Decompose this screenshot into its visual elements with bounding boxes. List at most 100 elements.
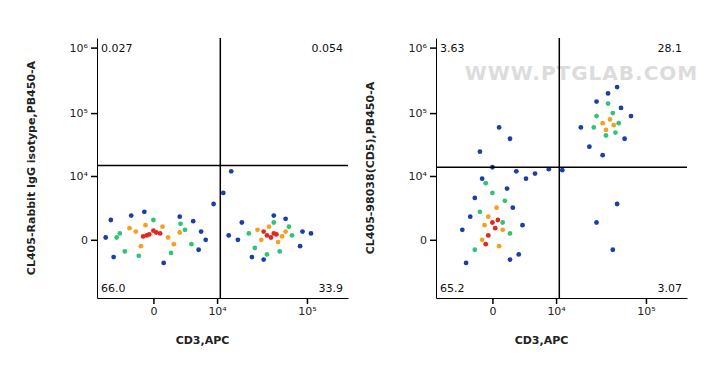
event-point [283,229,288,234]
x-axis-line [98,298,349,299]
event-point [255,227,260,232]
event-point [608,117,613,122]
event-point [594,220,599,225]
event-point [136,253,141,258]
quadrant-percentage: 3.63 [440,42,465,55]
y-axis: 010⁴10⁵10⁶ [70,39,98,299]
event-point [133,229,138,234]
y-tick-label: 10⁶ [409,42,428,55]
x-tick-label: 10⁵ [298,305,316,318]
event-point [261,229,266,234]
event-point [472,196,477,201]
event-point [472,247,477,252]
quadrant-percentage: 3.07 [658,282,683,295]
event-point [629,114,634,119]
event-point [143,223,148,228]
y-tick: 0 [81,234,97,247]
event-point [615,202,620,207]
x-tick: 10⁵ [298,298,316,318]
y-tick-label: 10⁴ [409,170,428,183]
event-point [486,233,491,238]
event-point [183,227,188,232]
x-tick-mark [492,298,494,304]
y-axis-title: CL405-Rabbit IgG isotype,PB450-A [25,60,38,275]
event-point [177,230,182,235]
event-point [265,233,270,238]
event-point [616,121,621,126]
event-point [483,181,488,186]
event-point [524,176,529,181]
quadrant-percentage: 0.054 [312,42,344,55]
y-axis-line [97,39,98,299]
event-point [490,190,495,195]
y-tick-mark [91,240,97,242]
event-point [516,252,521,257]
panel: 0.0270.05466.033.9010⁴10⁵010⁴10⁵10⁶CD3,A… [25,38,349,347]
x-tick: 10⁴ [547,298,566,318]
event-point [464,261,469,266]
event-point [114,235,119,240]
x-tick-mark [556,298,558,304]
event-point [221,190,226,195]
event-point [600,121,605,126]
event-point [280,234,285,239]
event-point [111,255,116,260]
y-tick: 10⁶ [409,42,436,55]
y-tick-label: 10⁵ [70,107,88,120]
event-point [108,218,113,223]
event-point [151,228,156,233]
event-point [615,85,620,90]
event-point [158,231,163,236]
event-point [283,216,288,221]
y-tick-label: 10⁵ [409,107,427,120]
y-tick: 10⁶ [70,42,97,55]
event-point [259,237,264,242]
y-axis-title: CL405-98038(CD5),PB450-A [364,81,377,254]
event-point [274,232,279,237]
quadrant-percentage: 33.9 [319,282,344,295]
x-tick: 0 [150,298,157,318]
y-tick-mark [91,113,97,115]
event-point [287,224,292,229]
event-point [495,218,500,223]
event-point [236,237,241,242]
event-point [142,209,147,214]
event-point [189,242,194,247]
event-point [500,220,505,225]
gate-line-vertical [220,38,222,298]
points [460,85,633,266]
event-point [203,237,208,242]
event-point [271,213,276,218]
quadrant-percentage: 65.2 [440,282,465,295]
x-tick-mark [153,298,155,304]
x-tick-mark [217,298,219,304]
x-axis-title: CD3,APC [515,334,569,347]
event-point [600,153,605,158]
event-point [271,220,276,225]
quadrant-percentage: 28.1 [658,42,683,55]
event-point [560,168,565,173]
event-point [177,214,182,219]
y-tick-label: 0 [81,234,88,247]
event-point [520,223,525,228]
event-point [117,231,122,236]
x-axis: 0 10⁴ 10⁵ [98,298,349,318]
figure: 0.0270.05466.033.9010⁴10⁵010⁴10⁵10⁶CD3,A… [0,0,708,369]
event-point [103,235,108,240]
x-tick-mark [646,298,648,304]
x-tick: 10⁴ [208,298,227,318]
event-point [508,136,513,141]
event-point [246,231,251,236]
x-axis-line [437,298,688,299]
event-point [604,133,609,138]
event-point [191,219,196,224]
event-point [622,136,627,141]
event-point [533,171,538,176]
event-point [594,114,599,119]
y-tick-mark [430,113,436,115]
event-point [480,237,485,242]
event-point [510,205,515,210]
panel: WWW.PTGLAB.COM3.6328.165.23.07010⁴10⁵010… [364,38,698,347]
event-point [199,229,204,234]
x-tick-label: 0 [150,305,157,318]
